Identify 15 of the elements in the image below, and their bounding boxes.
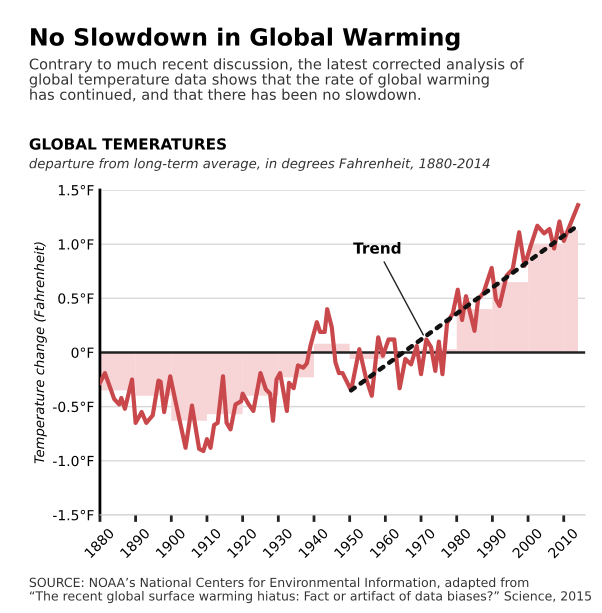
text: GLOBAL TEMERATURES xyxy=(30,138,226,150)
source-note: SOURCE: NOAA’s National Centers for Environmental Information, adapted from “The recent global surface warming hiatus: Fact or artifact of data biases?” Science, 2015 xyxy=(30,577,591,604)
y-tick-label: 1.0°F xyxy=(58,239,94,250)
text: departure from long-term average, in degrees Fahrenheit, 1880-2014 xyxy=(30,158,490,171)
y-tick-label: 0.5°F xyxy=(58,293,94,304)
chart-subtitle: Contrary to much recent discussion, the latest corrected analysis of global temperature data shows that the rate of global warming has continued, and that there has been no slowdown. xyxy=(30,58,524,102)
y-tick-label: -1.5°F xyxy=(53,510,94,520)
line-series xyxy=(100,203,580,454)
y-tick-label: 1.5°F xyxy=(58,185,94,196)
chart-title: No Slowdown in Global Warming xyxy=(31,28,460,51)
y-tick-label: 0°F xyxy=(72,347,94,358)
y-tick-label: -1.0°F xyxy=(53,456,94,466)
y-tick-label: -0.5°F xyxy=(53,402,94,412)
y-axis-title: Temperature change (Fahrenheit) xyxy=(34,242,47,464)
annotation: Trend xyxy=(353,242,400,254)
